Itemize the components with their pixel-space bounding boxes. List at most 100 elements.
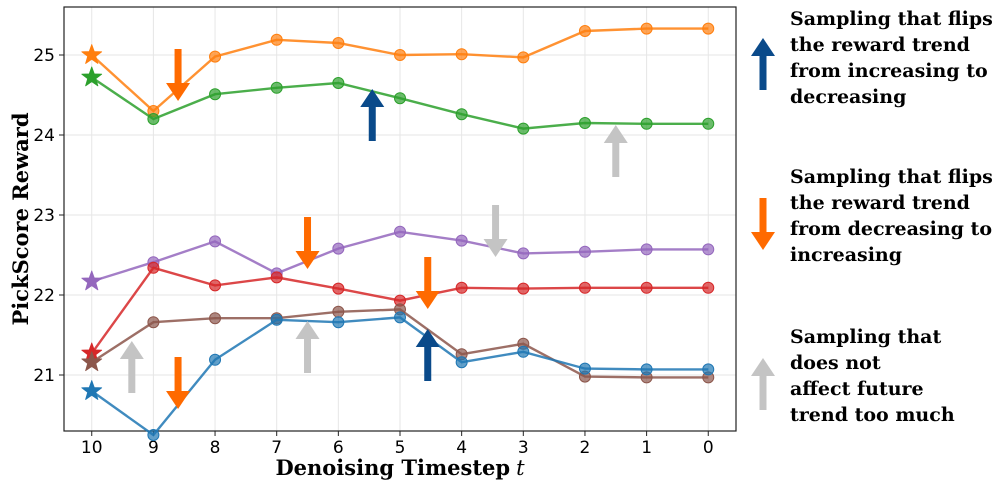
data-point: [455, 234, 468, 247]
x-tick-label: 9: [148, 438, 159, 458]
y-tick-label: 24: [33, 126, 55, 146]
arrow-head: [483, 239, 508, 257]
series-group: [81, 22, 715, 441]
data-point: [640, 363, 653, 376]
x-tick-label: 2: [580, 438, 591, 458]
annotation-arrow-flip-to-increasing: [295, 217, 320, 269]
data-point: [270, 313, 283, 326]
data-point: [209, 353, 222, 366]
data-point: [578, 25, 591, 37]
legend-arrow-flip-to-increasing: [751, 198, 775, 250]
annotation-arrow-no-effect: [119, 341, 144, 393]
legend-arrow-flip-to-decreasing: [751, 38, 775, 90]
data-point: [270, 33, 283, 46]
data-point: [702, 117, 715, 130]
arrow-shaft: [424, 257, 432, 293]
data-point: [455, 356, 468, 369]
y-tick-label: 22: [33, 286, 55, 306]
x-tick-label: 3: [518, 438, 529, 458]
data-point: [702, 363, 715, 376]
arrow-shaft: [174, 49, 182, 85]
data-point: [209, 235, 222, 248]
arrow-head: [751, 38, 775, 56]
arrow-shaft: [759, 374, 767, 410]
data-point: [394, 225, 406, 238]
data-point: [517, 247, 530, 260]
arrow-head: [415, 291, 440, 309]
data-point: [209, 88, 222, 101]
data-point: [517, 51, 530, 64]
data-point: [270, 271, 283, 284]
x-tick-label: 0: [703, 438, 714, 458]
data-point: [332, 282, 345, 295]
x-tick-label: 6: [333, 438, 344, 458]
y-axis-ticks: 21 22 23 24 25: [33, 46, 64, 386]
legend-arrows: [751, 38, 775, 410]
data-point: [394, 92, 406, 105]
data-point: [332, 305, 345, 318]
x-tick-label: 7: [271, 438, 282, 458]
arrow-head: [295, 251, 320, 269]
arrow-shaft: [424, 345, 432, 381]
data-point: [332, 37, 345, 49]
series-orange: [81, 22, 715, 117]
data-point: [147, 261, 160, 274]
legend-arrow-no-effect: [751, 358, 775, 410]
data-point: [455, 48, 468, 61]
y-tick-label: 25: [33, 46, 55, 66]
arrow-head: [751, 232, 775, 250]
arrow-head: [166, 391, 191, 409]
data-point: [578, 245, 591, 258]
annotation-arrow-flip-to-increasing: [166, 49, 191, 101]
annotation-arrow-flip-to-increasing: [415, 257, 440, 309]
y-tick-label: 23: [33, 206, 55, 226]
arrow-shaft: [304, 217, 312, 253]
data-point: [702, 281, 715, 294]
arrow-head: [603, 125, 628, 143]
arrow-head: [751, 358, 775, 376]
data-point: [517, 345, 530, 358]
data-point: [332, 242, 345, 255]
grid-lines: [64, 7, 736, 431]
data-point: [147, 113, 160, 125]
y-tick-label: 21: [33, 366, 55, 386]
legend-text-flip-to-increasing: Sampling that flips the reward trend fro…: [790, 166, 993, 266]
data-point: [394, 311, 406, 324]
annotation-arrow-flip-to-decreasing: [415, 329, 440, 381]
arrow-shaft: [612, 141, 620, 177]
data-point: [578, 281, 591, 294]
data-point: [517, 282, 530, 295]
x-axis-label-main: Denoising Timestep: [275, 455, 510, 480]
data-point: [147, 429, 160, 441]
x-axis-label: Denoising Timestep t: [275, 455, 525, 480]
arrow-shaft: [174, 357, 182, 393]
series-purple: [81, 225, 715, 291]
x-tick-label: 5: [395, 438, 406, 458]
arrow-shaft: [304, 337, 312, 373]
annotation-arrow-no-effect: [603, 125, 628, 177]
data-point: [270, 81, 283, 94]
annotation-arrow-no-effect: [295, 321, 320, 373]
arrow-shaft: [759, 198, 767, 234]
data-point: [702, 243, 715, 256]
data-point: [332, 77, 345, 89]
data-point: [517, 122, 530, 135]
start-star-blue: [81, 380, 103, 400]
arrow-head: [119, 341, 144, 359]
arrow-shaft: [492, 205, 500, 241]
start-star-green: [81, 66, 103, 87]
data-point: [209, 279, 222, 292]
arrow-head: [295, 321, 320, 339]
data-point: [147, 316, 160, 329]
series-green: [81, 66, 715, 135]
data-point: [209, 50, 222, 63]
x-axis-label-variable: t: [516, 456, 525, 480]
arrow-head: [415, 329, 440, 347]
data-point: [455, 108, 468, 121]
start-star-purple: [81, 270, 103, 291]
data-point: [640, 243, 653, 256]
annotation-arrow-flip-to-increasing: [166, 357, 191, 409]
start-star-orange: [81, 44, 103, 64]
x-tick-label: 1: [641, 438, 652, 458]
